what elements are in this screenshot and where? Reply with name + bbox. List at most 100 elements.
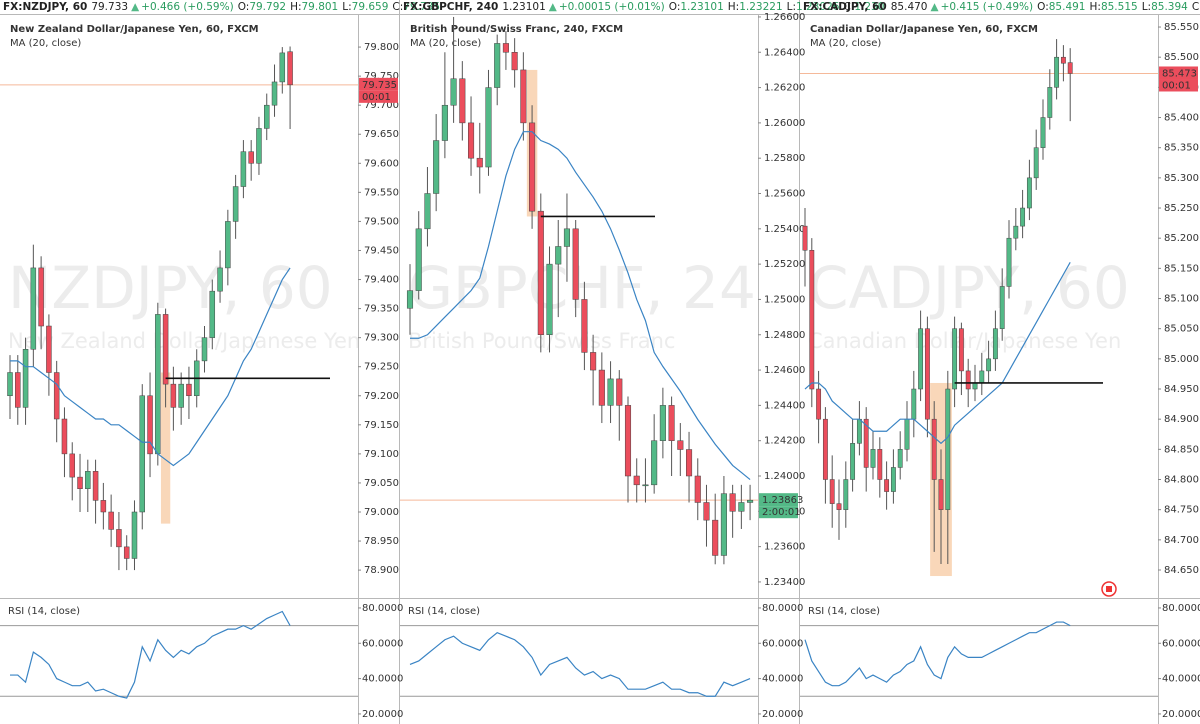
candle-body — [802, 225, 808, 251]
indicator-label: MA (20, close) — [810, 38, 881, 49]
candle-body — [836, 503, 842, 510]
candle-body — [108, 511, 114, 530]
candle-body — [1067, 62, 1073, 74]
candle-body — [877, 449, 883, 480]
candle-body — [952, 328, 958, 390]
candle-body — [931, 418, 937, 480]
indicator-label: MA (20, close) — [10, 38, 81, 49]
candle-body — [979, 370, 985, 384]
candle-body — [904, 418, 910, 450]
candle-body — [712, 519, 719, 556]
candle-body — [890, 467, 896, 492]
watermark: New Zealand Dollar/Japanese Yen — [8, 329, 360, 353]
countdown-label: 00:01 — [1162, 80, 1191, 91]
candle-body — [529, 122, 536, 212]
y-tick-label: 79.550 — [364, 187, 399, 198]
chart-title: Canadian Dollar/Japanese Yen, 60, FXCM — [810, 24, 1038, 35]
ohlc-value: 1.23221 — [739, 1, 782, 13]
y-tick-label: 1.24000 — [764, 471, 805, 482]
candle-body — [450, 78, 457, 106]
ohlc-value: 1.230 — [854, 1, 884, 13]
rsi-y-tick-label: 80.0000 — [1162, 603, 1200, 614]
plot-area: CADJPY, 60 Canadian Dollar/Japanese Yen Ca… — [800, 24, 1158, 577]
y-tick-label: 1.24200 — [764, 436, 805, 447]
y-tick-label: 79.200 — [364, 391, 399, 402]
ohlc-value: 79.801 — [302, 1, 339, 13]
candle-body — [677, 440, 684, 450]
change-arrow: ▲ — [131, 1, 140, 13]
y-tick-label: 79.750 — [364, 71, 399, 82]
ohlc-value: 1.23101 — [680, 1, 723, 13]
candle-body — [965, 370, 971, 390]
candle-body — [46, 325, 52, 373]
candle-body — [1020, 207, 1026, 227]
y-tick-label: 1.26000 — [764, 118, 805, 129]
candle-body — [520, 69, 527, 124]
y-tick-label: 79.350 — [364, 304, 399, 315]
ohlc-label: C: — [1192, 1, 1200, 13]
countdown-label: 00:01 — [362, 92, 391, 103]
candle-body — [694, 475, 701, 503]
watermark: GBPCHF, 240 — [408, 254, 793, 322]
rsi-y-tick-label: 60.0000 — [362, 638, 403, 649]
candle-body — [1040, 117, 1046, 148]
plot-area: NZDJPY, 60 New Zealand Dollar/Japanese Ye… — [0, 24, 360, 571]
y-tick-label: 85.050 — [1164, 324, 1199, 335]
y-tick-label: 1.23400 — [764, 577, 805, 588]
change-arrow: ▲ — [549, 1, 558, 13]
rsi-line — [804, 621, 1071, 687]
rsi-y-tick-label: 80.0000 — [362, 603, 403, 614]
y-tick-label: 1.24800 — [764, 330, 805, 341]
ohlc-value: 85.491 — [1049, 1, 1086, 13]
countdown-box — [759, 506, 798, 519]
candle-body — [116, 529, 122, 548]
candle-body — [642, 484, 649, 487]
y-tick-label: 84.650 — [1164, 565, 1199, 576]
candle-body — [415, 228, 422, 291]
y-tick-label: 79.300 — [364, 333, 399, 344]
y-tick-label: 84.800 — [1164, 475, 1199, 486]
rsi-title: RSI (14, close) — [408, 606, 480, 617]
candle-body — [92, 471, 99, 501]
candle-body — [924, 328, 930, 420]
y-tick-label: 84.850 — [1164, 444, 1199, 455]
y-tick-label: 1.24600 — [764, 365, 805, 376]
moving-average — [410, 131, 751, 480]
change: +0.415 (+0.49%) — [941, 1, 1034, 13]
last-price-label: 85.473 — [1162, 68, 1197, 79]
last-price-box — [1159, 66, 1198, 80]
symbol: FX:CADJPY, 60 — [803, 1, 887, 13]
candle-body — [590, 352, 597, 371]
y-tick-label: 1.25400 — [764, 224, 805, 235]
candle-body — [633, 475, 640, 486]
rsi-y-tick-label: 60.0000 — [762, 638, 803, 649]
ohlc-label: H: — [1090, 1, 1101, 13]
y-tick-label: 79.000 — [364, 507, 399, 518]
y-tick-label: 1.24400 — [764, 400, 805, 411]
moving-average — [10, 267, 291, 467]
candle-body — [485, 87, 492, 168]
y-tick-label: 79.800 — [364, 42, 399, 53]
candle-body — [61, 418, 68, 455]
ohlc-label: H: — [290, 1, 301, 13]
y-tick-label: 84.950 — [1164, 384, 1199, 395]
ohlc-label: O: — [238, 1, 250, 13]
candle-body — [598, 369, 605, 406]
y-tick-label: 85.400 — [1164, 113, 1199, 124]
candle-body — [918, 328, 924, 390]
symbol-header: FX:CADJPY, 60 85.470 ▲ +0.415 (+0.49%) O:85.… — [803, 1, 1200, 13]
candle-body — [809, 250, 815, 390]
flag-icon — [1101, 581, 1117, 597]
highlight-box — [160, 372, 171, 524]
candle-body — [563, 228, 571, 247]
candle-body — [668, 405, 675, 441]
change: +0.00015 (+0.01%) — [559, 1, 665, 13]
y-tick-label: 1.25800 — [764, 153, 805, 164]
candle-body — [659, 405, 666, 441]
candle-body — [7, 372, 13, 397]
candle-body — [884, 479, 890, 492]
ohlc-value: 79.792 — [249, 1, 286, 13]
y-tick-label: 85.200 — [1164, 233, 1199, 244]
watermark: NZDJPY, 60 — [8, 254, 333, 322]
